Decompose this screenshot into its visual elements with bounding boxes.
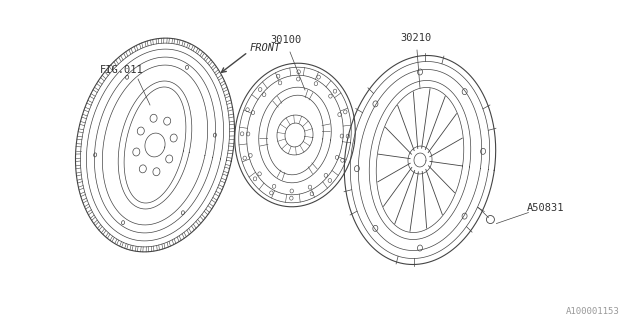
Text: 30210: 30210 [400,33,431,43]
Text: FRONT: FRONT [250,43,281,53]
Text: 30100: 30100 [270,35,301,45]
Text: A50831: A50831 [527,203,564,212]
Text: A100001153: A100001153 [566,307,620,316]
Text: FIG.011: FIG.011 [100,65,144,75]
